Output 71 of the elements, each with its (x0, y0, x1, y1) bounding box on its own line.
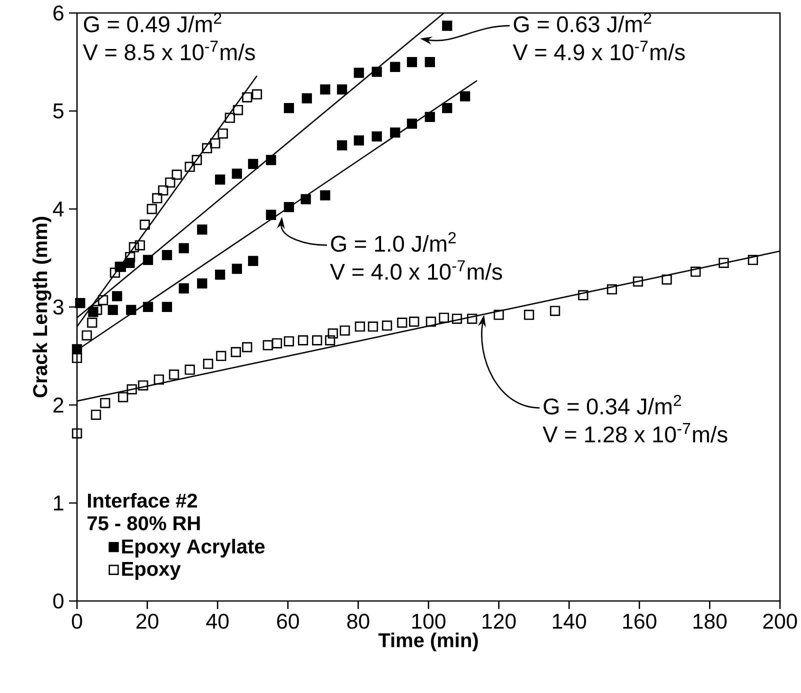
y-tick-label: 1 (54, 496, 64, 510)
point (284, 202, 294, 212)
annotation: G = 0.34 J/m$^{2}$ (544, 394, 681, 415)
y-tick-label: 2 (53, 398, 64, 412)
point (232, 264, 242, 274)
x-tick-label: 160 (623, 614, 656, 629)
x-tick-label: 200 (763, 614, 797, 629)
point (354, 68, 364, 78)
x-tick-label: 60 (277, 614, 299, 629)
point (142, 302, 154, 312)
point (178, 243, 189, 254)
x-tick-label: 180 (694, 614, 727, 629)
y-tick-label: 0 (53, 593, 64, 609)
point (197, 224, 208, 235)
point (162, 250, 172, 260)
point (108, 304, 118, 316)
point (232, 168, 242, 179)
point (197, 278, 208, 289)
point (75, 298, 86, 308)
point (406, 118, 418, 129)
x-tick-label: 0 (72, 614, 82, 629)
point (424, 56, 435, 68)
point (390, 127, 400, 138)
point (126, 304, 136, 316)
point (266, 154, 276, 166)
legend-label: Epoxy Acrylate (122, 538, 265, 558)
point (372, 66, 382, 77)
legend-label: Epoxy (122, 562, 181, 580)
point (214, 174, 226, 185)
x-tick-label: 40 (206, 614, 229, 629)
point (248, 158, 258, 169)
legend-title: Interface #2 (88, 493, 197, 508)
point (406, 56, 418, 68)
x-tick-label: 120 (482, 614, 516, 629)
point (178, 283, 189, 294)
point (442, 20, 452, 31)
point (354, 135, 364, 146)
y-tick-label: 5 (53, 104, 64, 118)
point (442, 102, 452, 114)
x-tick-label: 140 (552, 614, 586, 629)
point (372, 131, 382, 142)
annotation: V = 4.9 x 10$^{-7}$m/s (512, 40, 685, 60)
point (284, 102, 294, 114)
y-axis-title: Crack Length (mm) (32, 216, 52, 398)
point (162, 302, 172, 312)
point (424, 112, 435, 122)
annotation: 75 - 80% RH (88, 516, 200, 530)
annotation: V = 8.5 x 10$^{-7}$m/s (82, 40, 255, 60)
point (390, 62, 400, 72)
point (214, 270, 226, 280)
point (302, 93, 312, 104)
point (112, 291, 122, 302)
point (266, 210, 276, 220)
point (142, 254, 154, 266)
point (300, 194, 311, 204)
point (248, 256, 258, 266)
y-tick-label: 6 (54, 5, 64, 21)
y-tick-label: 3 (53, 299, 64, 315)
x-tick-label: 20 (136, 614, 158, 629)
annotation: V = 4.0 x 10$^{-7}$m/s (330, 260, 502, 280)
point (460, 91, 470, 102)
point (320, 84, 330, 95)
y-tick-label: 4 (52, 202, 64, 216)
point (336, 140, 348, 150)
annotation: V = 1.28 x 10$^{-7}$m/s (542, 422, 728, 443)
x-tick-label: 100 (412, 614, 446, 629)
x-tick-label: 80 (347, 614, 370, 629)
x-axis-title: Time (min) (378, 632, 478, 652)
point (320, 190, 330, 200)
annotation: G = 1.0 J/m$^{2}$ (331, 232, 456, 252)
point (336, 84, 348, 95)
